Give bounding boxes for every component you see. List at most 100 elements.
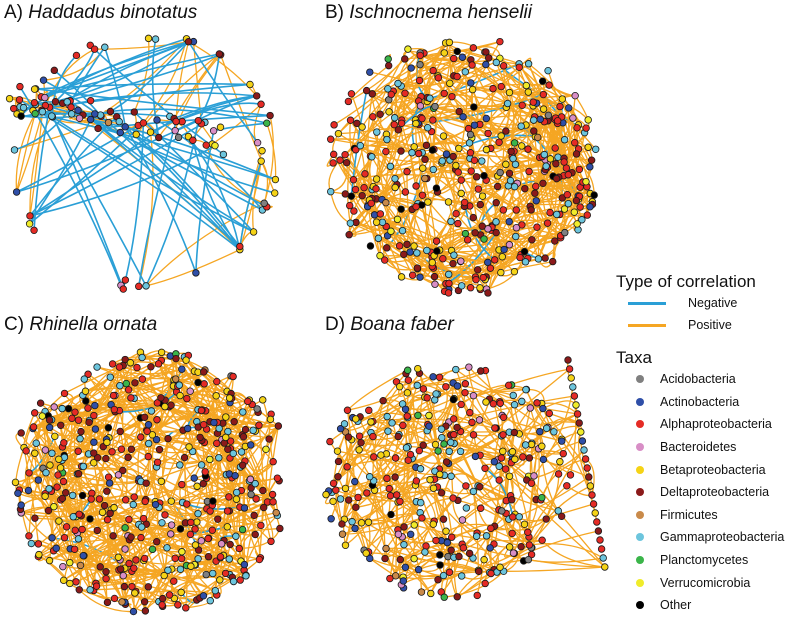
taxon-node	[528, 236, 536, 244]
taxon-node	[127, 533, 135, 541]
taxon-node	[59, 576, 68, 585]
taxon-node	[492, 199, 500, 207]
taxon-node	[250, 511, 258, 520]
taxon-node	[445, 279, 453, 288]
taxon-node	[204, 534, 212, 543]
taxon-node	[570, 208, 579, 216]
taxon-node	[593, 518, 601, 526]
taxon-node	[400, 250, 408, 259]
taxon-node	[103, 598, 112, 607]
taxon-node	[594, 527, 603, 535]
taxon-node	[346, 219, 355, 227]
taxon-node	[350, 207, 358, 215]
negative-edge	[44, 97, 125, 290]
taxon-node	[57, 421, 65, 429]
taxon-node	[440, 49, 448, 57]
positive-edge	[332, 450, 439, 502]
taxon-node	[401, 563, 410, 571]
taxon-node	[575, 419, 583, 427]
taxon-node	[72, 51, 81, 60]
taxon-node	[36, 399, 45, 407]
taxon-node	[239, 433, 248, 441]
taxon-node	[516, 253, 524, 262]
negative-edge	[192, 140, 241, 251]
taxon-node	[246, 80, 254, 89]
positive-edge	[190, 390, 270, 440]
taxon-node	[414, 411, 422, 420]
taxon-node	[524, 60, 533, 68]
taxon-node	[209, 569, 217, 578]
positive-edge	[77, 419, 124, 471]
taxon-node	[520, 520, 529, 528]
positive-edge	[83, 427, 110, 468]
positive-edge	[110, 376, 176, 380]
positive-edge	[461, 543, 605, 568]
positive-edge	[530, 473, 560, 549]
taxon-node	[158, 519, 166, 527]
taxon-node	[170, 577, 178, 585]
negative-edge	[124, 126, 197, 274]
taxon-node	[552, 174, 561, 183]
taxon-node	[557, 512, 566, 521]
taxon-node	[358, 191, 366, 200]
taxon-node	[338, 530, 347, 538]
taxon-node	[452, 365, 460, 374]
taxon-node	[238, 525, 247, 534]
positive-edge	[169, 355, 243, 436]
taxon-node	[487, 569, 495, 578]
taxon-node	[438, 433, 446, 442]
taxon-node	[556, 102, 564, 111]
taxon-node	[540, 150, 549, 159]
taxon-node	[567, 374, 575, 382]
taxon-node	[25, 532, 33, 540]
taxon-swatch	[636, 533, 644, 542]
positive-edge	[444, 570, 505, 598]
taxon-node	[404, 456, 412, 464]
negative-edge	[14, 106, 72, 151]
taxon-node	[109, 532, 117, 540]
negative-edge	[52, 116, 276, 181]
taxon-node	[393, 491, 401, 499]
taxon-node	[466, 149, 475, 157]
taxon-node	[215, 50, 224, 58]
taxon-node	[491, 424, 499, 432]
taxon-node	[45, 556, 54, 565]
legend-taxon-deltaproteobacteria: Deltaproteobacteria	[616, 481, 796, 504]
taxon-node	[27, 539, 36, 548]
taxon-node	[138, 353, 146, 362]
taxon-node	[395, 242, 404, 250]
taxon-node	[515, 513, 523, 521]
taxon-node	[397, 147, 405, 155]
taxon-node	[493, 182, 502, 191]
taxon-node	[416, 51, 424, 60]
positive-edge	[513, 150, 522, 211]
taxon-node	[484, 258, 492, 267]
taxon-node	[259, 486, 267, 495]
taxon-node	[584, 143, 592, 151]
taxon-node	[429, 484, 438, 492]
taxon-node	[90, 459, 98, 467]
positive-edge	[105, 456, 149, 465]
taxon-node	[439, 571, 448, 580]
positive-edge	[445, 42, 520, 65]
taxon-node	[229, 449, 237, 458]
taxon-node	[208, 526, 217, 534]
positive-edge	[422, 377, 441, 446]
positive-edge	[168, 406, 238, 493]
positive-edge	[498, 226, 537, 251]
taxon-swatch	[636, 443, 644, 452]
taxa-legend-title: Taxa	[616, 348, 652, 367]
positive-edge	[347, 376, 434, 411]
positive-edge	[29, 111, 44, 217]
taxon-node	[410, 242, 418, 250]
positive-edge	[348, 58, 406, 103]
taxon-node	[444, 552, 452, 561]
taxon-node	[505, 217, 513, 226]
taxon-node	[403, 412, 411, 420]
taxon-node	[413, 249, 421, 257]
taxon-node	[444, 289, 453, 297]
taxon-node	[75, 114, 84, 122]
taxon-node	[59, 477, 68, 486]
taxon-node	[372, 218, 381, 226]
taxon-node	[397, 273, 406, 281]
